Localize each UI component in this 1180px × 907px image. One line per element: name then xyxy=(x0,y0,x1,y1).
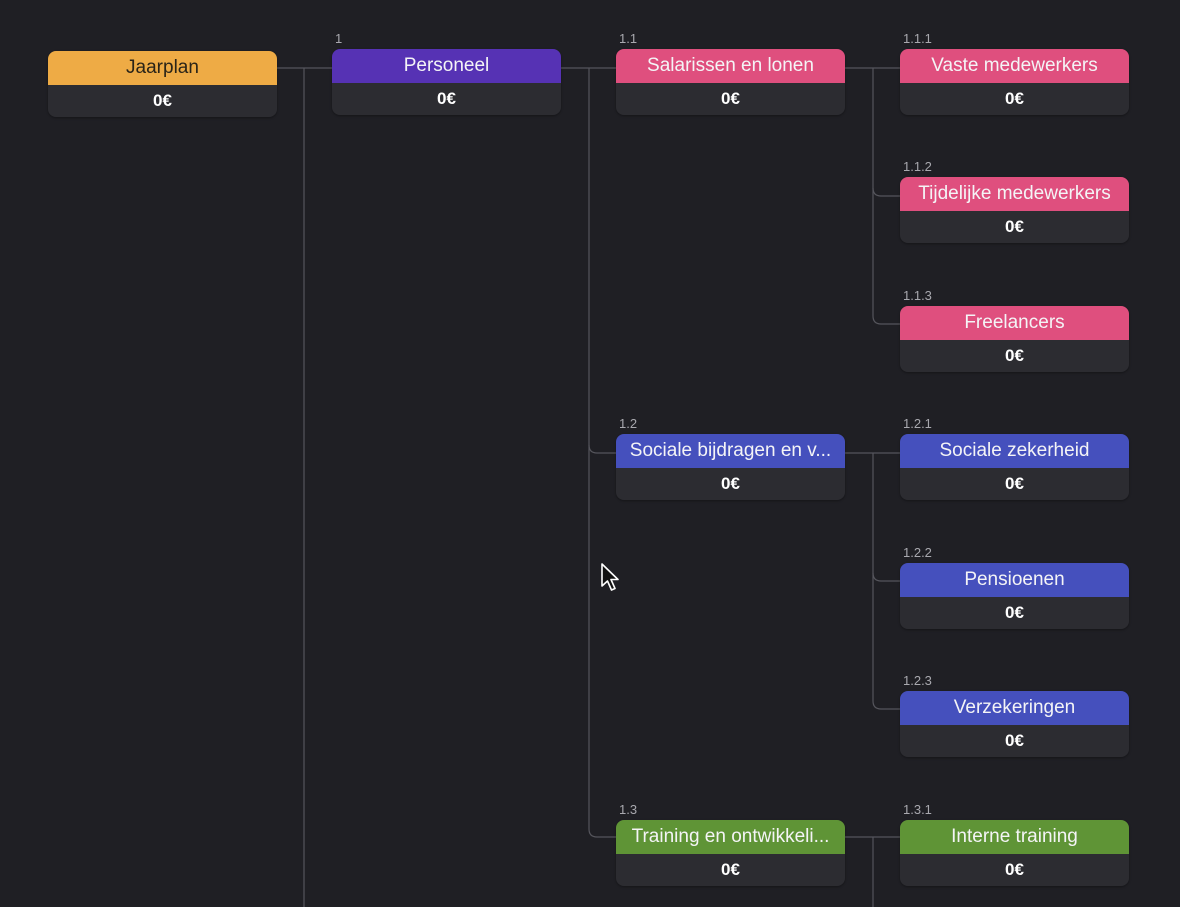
node-title: Salarissen en lonen xyxy=(616,49,845,83)
connector-personeel-sociale xyxy=(588,444,616,454)
mouse-cursor-icon xyxy=(601,563,619,591)
node-amount: 0€ xyxy=(616,83,845,115)
node-amount: 0€ xyxy=(900,340,1129,372)
node-tijdelijke-medewerkers[interactable]: Tijdelijke medewerkers 0€ xyxy=(900,177,1129,243)
node-personeel[interactable]: Personeel 0€ xyxy=(332,49,561,115)
node-amount: 0€ xyxy=(900,468,1129,500)
node-title: Verzekeringen xyxy=(900,691,1129,725)
node-training-en-ontwikkeling[interactable]: Training en ontwikkeli... 0€ xyxy=(616,820,845,886)
node-title: Sociale zekerheid xyxy=(900,434,1129,468)
node-jaarplan[interactable]: Jaarplan 0€ xyxy=(48,51,277,117)
node-title: Interne training xyxy=(900,820,1129,854)
node-sociale-bijdragen[interactable]: Sociale bijdragen en v... 0€ xyxy=(616,434,845,500)
node-number: 1.1.1 xyxy=(903,31,932,46)
node-freelancers[interactable]: Freelancers 0€ xyxy=(900,306,1129,372)
node-sociale-zekerheid[interactable]: Sociale zekerheid 0€ xyxy=(900,434,1129,500)
node-amount: 0€ xyxy=(900,83,1129,115)
node-amount: 0€ xyxy=(616,468,845,500)
node-amount: 0€ xyxy=(900,597,1129,629)
node-number: 1.1 xyxy=(619,31,638,46)
node-number: 1.2.2 xyxy=(903,545,932,560)
node-pensioenen[interactable]: Pensioenen 0€ xyxy=(900,563,1129,629)
connector-personeel-spine xyxy=(588,68,616,838)
node-title: Tijdelijke medewerkers xyxy=(900,177,1129,211)
node-number: 1.2.3 xyxy=(903,673,932,688)
connector-salarissen-spine xyxy=(872,68,900,325)
node-verzekeringen[interactable]: Verzekeringen 0€ xyxy=(900,691,1129,757)
node-salarissen-en-lonen[interactable]: Salarissen en lonen 0€ xyxy=(616,49,845,115)
node-title: Freelancers xyxy=(900,306,1129,340)
node-title: Jaarplan xyxy=(48,51,277,85)
node-title: Vaste medewerkers xyxy=(900,49,1129,83)
node-amount: 0€ xyxy=(332,83,561,115)
node-interne-training[interactable]: Interne training 0€ xyxy=(900,820,1129,886)
node-number: 1.2 xyxy=(619,416,638,431)
node-title: Personeel xyxy=(332,49,561,83)
node-number: 1.3.1 xyxy=(903,802,932,817)
node-number: 1.2.1 xyxy=(903,416,932,431)
node-amount: 0€ xyxy=(48,85,277,117)
node-number: 1.1.2 xyxy=(903,159,932,174)
node-amount: 0€ xyxy=(900,854,1129,886)
node-amount: 0€ xyxy=(616,854,845,886)
node-vaste-medewerkers[interactable]: Vaste medewerkers 0€ xyxy=(900,49,1129,115)
node-number: 1.3 xyxy=(619,802,638,817)
node-title: Training en ontwikkeli... xyxy=(616,820,845,854)
node-title: Pensioenen xyxy=(900,563,1129,597)
connector-sociale-spine xyxy=(872,453,900,710)
node-number: 1 xyxy=(335,31,343,46)
node-amount: 0€ xyxy=(900,725,1129,757)
node-number: 1.1.3 xyxy=(903,288,932,303)
connector-sociale-pensioenen xyxy=(872,572,900,582)
connector-salarissen-tijdelijke xyxy=(872,187,900,197)
node-title: Sociale bijdragen en v... xyxy=(616,434,845,468)
node-amount: 0€ xyxy=(900,211,1129,243)
